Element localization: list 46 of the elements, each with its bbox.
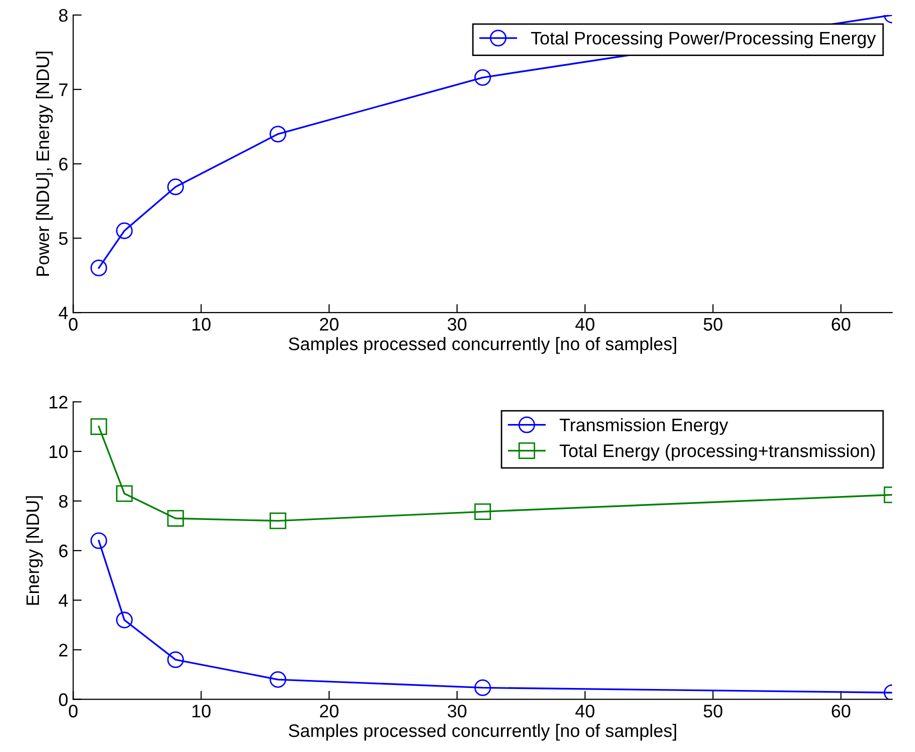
- x-tick-label: 20: [320, 318, 338, 331]
- point: [167, 178, 184, 196]
- point: [167, 651, 184, 668]
- x-tick-label: 30: [448, 318, 466, 331]
- y-axis-title: Power [NDU], Energy [NDU]: [36, 52, 53, 276]
- y-axis-title: Energy [NDU]: [26, 496, 43, 605]
- x-axis-title: Samples processed concurrently [no of samples]: [288, 724, 676, 741]
- y-tick-label: 0: [59, 693, 68, 706]
- x-tick-label: 60: [832, 704, 850, 718]
- y-tick-label: 6: [59, 158, 68, 171]
- x-tick-label: 50: [704, 704, 722, 718]
- y-tick-label: 5: [59, 232, 68, 245]
- y-tick-label: 7: [59, 84, 68, 96]
- point: [270, 671, 286, 688]
- legend-label: Transmission Energy: [560, 418, 728, 435]
- x-tick-label: 0: [68, 318, 78, 331]
- point: [270, 126, 286, 142]
- x-tick-label: 40: [575, 704, 594, 718]
- legend-label: Total Processing Power/Processing Energy: [531, 31, 876, 48]
- point: [116, 222, 133, 240]
- point: [90, 418, 108, 435]
- legend-label: Total Energy (processing+transmission): [560, 444, 875, 461]
- x-tick-label: 30: [448, 704, 466, 718]
- point: [270, 512, 286, 530]
- x-tick-label: 50: [704, 318, 722, 331]
- x-tick-label: 20: [320, 704, 338, 718]
- x-tick-label: 0: [68, 704, 78, 718]
- point: [90, 532, 108, 550]
- x-tick-label: 60: [832, 318, 850, 331]
- y-tick-label: 12: [50, 396, 68, 408]
- y-tick-label: 4: [58, 594, 68, 607]
- x-tick-label: 10: [192, 318, 210, 331]
- point: [474, 69, 491, 86]
- y-tick-label: 8: [59, 8, 68, 22]
- y-tick-label: 4: [58, 306, 68, 320]
- x-tick-label: 40: [575, 318, 594, 331]
- x-tick-label: 10: [192, 704, 210, 718]
- y-tick-label: 8: [59, 494, 68, 508]
- point: [90, 260, 108, 276]
- x-axis-title: Samples processed concurrently [no of samples]: [288, 337, 676, 354]
- y-tick-label: 6: [59, 544, 68, 558]
- point: [116, 612, 133, 628]
- point: [116, 485, 133, 502]
- y-tick-label: 2: [59, 644, 68, 656]
- point: [167, 510, 184, 527]
- y-tick-label: 10: [50, 445, 68, 458]
